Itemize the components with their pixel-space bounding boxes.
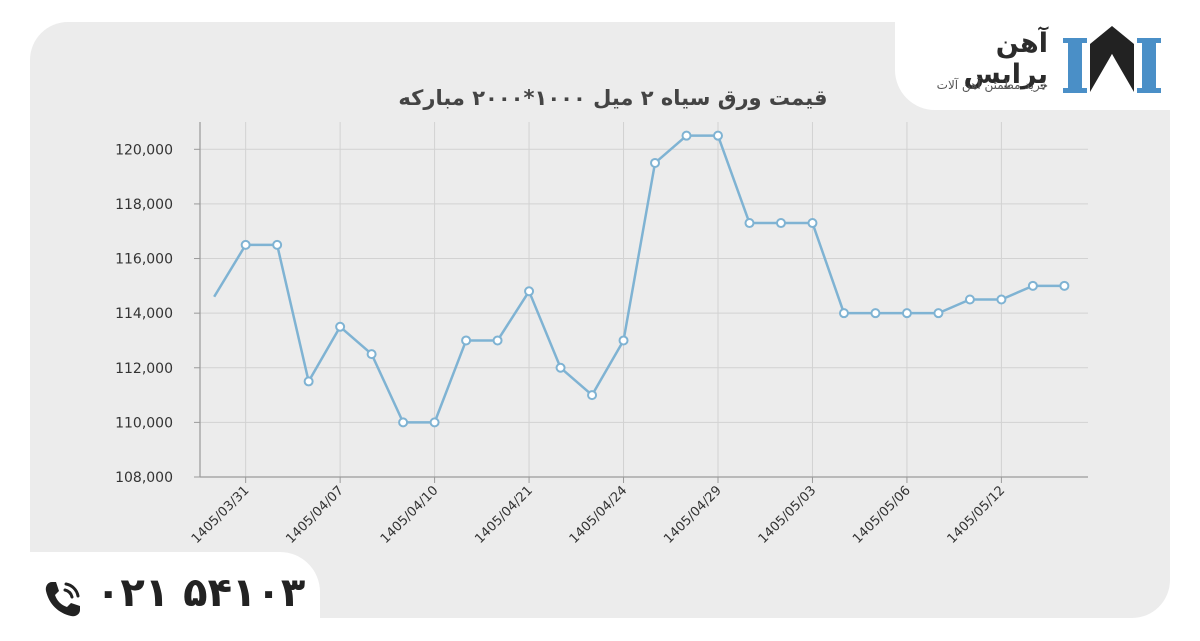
x-tick-label: 1405/04/07 [283,483,347,547]
data-point[interactable] [744,218,755,229]
brand-logo-icon[interactable] [1060,24,1164,96]
x-tick-label: 1405/04/10 [378,483,442,547]
x-tick-label: 1405/04/29 [661,483,725,547]
brand-name[interactable]: آهن پرایس [963,28,1049,90]
data-point[interactable] [240,239,251,250]
phone-icon [45,582,80,617]
data-point[interactable] [807,218,818,229]
data-point[interactable] [1059,280,1070,291]
data-point[interactable] [870,308,881,319]
data-point[interactable] [429,417,440,428]
data-point[interactable] [555,362,566,373]
data-points [240,130,1070,428]
y-tick-label: 108,000 [115,470,173,486]
x-axis-ticks: 1405/03/31 1405/04/07 1405/04/10 1405/04/21… [189,477,1008,547]
data-point[interactable] [933,308,944,319]
data-point[interactable] [996,294,1007,305]
y-tick-label: 116,000 [115,252,173,268]
data-point[interactable] [713,130,723,141]
data-point[interactable] [492,335,503,346]
x-tick-label: 1405/05/03 [756,483,820,547]
data-point[interactable] [335,321,346,332]
y-tick-label: 112,000 [115,361,173,377]
y-tick-label: 118,000 [115,197,173,213]
data-point[interactable] [366,349,377,360]
data-point[interactable] [618,335,629,346]
data-point[interactable] [1027,280,1038,291]
x-tick-label: 1405/04/24 [567,483,631,547]
y-tick-label: 114,000 [115,306,173,322]
chart-panel [30,22,1170,618]
grid-lines [200,122,1088,478]
data-point[interactable] [524,286,535,297]
data-point[interactable] [650,157,661,168]
data-point[interactable] [901,308,912,319]
chart-title: قیمت ورق سیاه ۲ میل ۱۰۰۰*۲۰۰۰ مبارکه [398,86,827,110]
phone-number[interactable]: ۰۲۱ ۵۴۱۰۳ [96,570,306,616]
x-tick-label: 1405/04/21 [472,483,536,547]
brand-tagline: خرید مطمئن آهن آلات [936,78,1048,92]
data-point[interactable] [272,239,283,250]
x-tick-label: 1405/05/12 [945,483,1009,547]
data-point[interactable] [587,390,598,401]
data-point[interactable] [681,130,692,141]
y-axis-ticks: 108,000 110,000 112,000 114,000 116,000 118,0… [115,142,200,486]
data-point[interactable] [303,376,314,387]
data-point[interactable] [775,218,786,229]
data-point[interactable] [398,417,409,428]
chart-axes [199,122,1088,478]
x-tick-label: 1405/05/06 [850,483,914,547]
data-point[interactable] [838,308,849,319]
data-point[interactable] [461,335,472,346]
data-point[interactable] [964,294,975,305]
x-tick-label: 1405/03/31 [189,483,253,547]
y-tick-label: 110,000 [115,415,173,431]
y-tick-label: 120,000 [115,142,173,158]
series-line [213,134,1065,424]
